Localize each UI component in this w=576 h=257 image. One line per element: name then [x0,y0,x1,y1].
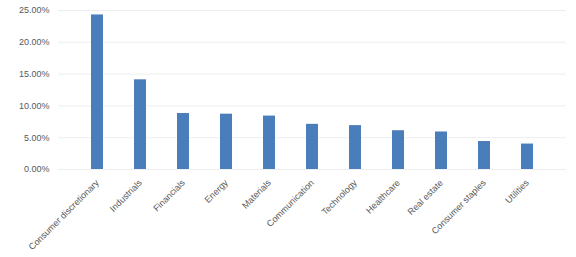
svg-text:Consumer staples: Consumer staples [430,177,489,236]
svg-text:Communication: Communication [265,178,316,229]
svg-text:15.00%: 15.00% [19,69,50,79]
svg-text:10.00%: 10.00% [19,101,50,111]
svg-text:Real estate: Real estate [406,178,445,217]
svg-text:5.00%: 5.00% [24,133,50,143]
svg-text:0.00%: 0.00% [24,164,50,174]
svg-text:Consumer discretionary: Consumer discretionary [27,177,102,252]
svg-text:Utilities: Utilities [503,177,531,205]
svg-text:20.00%: 20.00% [19,37,50,47]
svg-text:Energy: Energy [203,177,231,205]
svg-text:Financials: Financials [151,177,187,213]
svg-text:Healthcare: Healthcare [364,178,402,216]
svg-text:Materials: Materials [240,177,273,210]
svg-text:25.00%: 25.00% [19,5,50,15]
svg-text:Technology: Technology [320,177,360,217]
svg-text:Industrials: Industrials [108,177,144,213]
